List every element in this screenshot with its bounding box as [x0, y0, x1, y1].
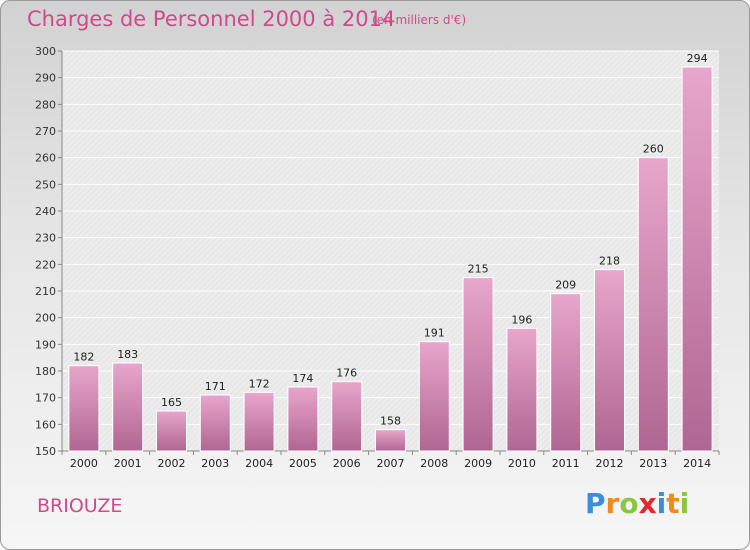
bar	[550, 293, 582, 452]
y-tick-label: 180	[35, 365, 56, 378]
bar-value-label: 294	[687, 52, 708, 65]
y-tick-label: 250	[35, 178, 56, 191]
bar	[594, 269, 625, 452]
bar	[637, 157, 669, 452]
x-tick-label: 2011	[552, 457, 580, 470]
bar-value-label: 182	[73, 351, 94, 364]
y-tick-label: 200	[35, 312, 56, 325]
chart-title: Charges de Personnel 2000 à 2014	[27, 7, 396, 31]
bar-value-label: 171	[205, 380, 226, 393]
y-tick-label: 160	[35, 418, 56, 431]
bar-value-label: 218	[599, 255, 620, 268]
x-tick-label: 2007	[377, 457, 405, 470]
x-tick-label: 2012	[596, 457, 624, 470]
bar	[681, 66, 713, 452]
proxiti-logo[interactable]: Proxiti	[585, 487, 689, 520]
x-tick-label: 2014	[683, 457, 711, 470]
bar-value-label: 191	[424, 327, 445, 340]
bar-value-label: 260	[643, 143, 664, 156]
logo-letter: P	[585, 487, 606, 520]
bar	[287, 386, 319, 452]
x-tick-label: 2010	[508, 457, 536, 470]
y-tick-label: 270	[35, 125, 56, 138]
bar-value-label: 183	[117, 348, 138, 361]
y-tick-label: 300	[35, 45, 56, 58]
x-tick-label: 2005	[289, 457, 317, 470]
bar	[375, 429, 406, 452]
bar-value-label: 176	[336, 367, 357, 380]
x-tick-label: 2002	[158, 457, 186, 470]
bar	[506, 327, 538, 452]
bar-value-label: 172	[249, 377, 270, 390]
x-tick-label: 2001	[114, 457, 142, 470]
x-tick-label: 2004	[245, 457, 273, 470]
bar	[331, 381, 363, 452]
x-tick-label: 2013	[639, 457, 667, 470]
bar-value-label: 209	[555, 279, 576, 292]
bar-value-label: 215	[468, 263, 489, 276]
bar-value-label: 196	[511, 313, 532, 326]
bar	[462, 277, 494, 452]
bar	[243, 391, 275, 452]
bar	[68, 365, 100, 452]
y-tick-label: 190	[35, 338, 56, 351]
y-tick-label: 210	[35, 285, 56, 298]
logo-letter: i	[679, 487, 690, 520]
y-tick-label: 230	[35, 232, 56, 245]
y-tick-label: 220	[35, 258, 56, 271]
y-tick-label: 260	[35, 152, 56, 165]
bar	[156, 410, 187, 452]
bar-value-label: 165	[161, 396, 182, 409]
bar	[112, 362, 144, 452]
y-tick-label: 290	[35, 72, 56, 85]
y-tick-label: 240	[35, 205, 56, 218]
place-name: BRIOUZE	[37, 495, 123, 517]
y-tick-label: 150	[35, 445, 56, 458]
bar-value-label: 158	[380, 415, 401, 428]
bar	[418, 341, 450, 452]
x-tick-label: 2003	[201, 457, 229, 470]
logo-letter: r	[605, 487, 620, 520]
logo-letter: t	[666, 487, 680, 520]
x-tick-label: 2000	[70, 457, 98, 470]
logo-letter: x	[638, 487, 657, 520]
bar-value-label: 174	[292, 372, 313, 385]
x-tick-label: 2009	[464, 457, 492, 470]
x-tick-label: 2006	[333, 457, 361, 470]
y-tick-label: 170	[35, 392, 56, 405]
chart-unit: (en milliers d'€)	[372, 13, 467, 27]
logo-letter: o	[619, 487, 639, 520]
x-tick-label: 2008	[420, 457, 448, 470]
bar	[199, 394, 231, 452]
y-tick-label: 280	[35, 98, 56, 111]
logo-letter: i	[656, 487, 667, 520]
